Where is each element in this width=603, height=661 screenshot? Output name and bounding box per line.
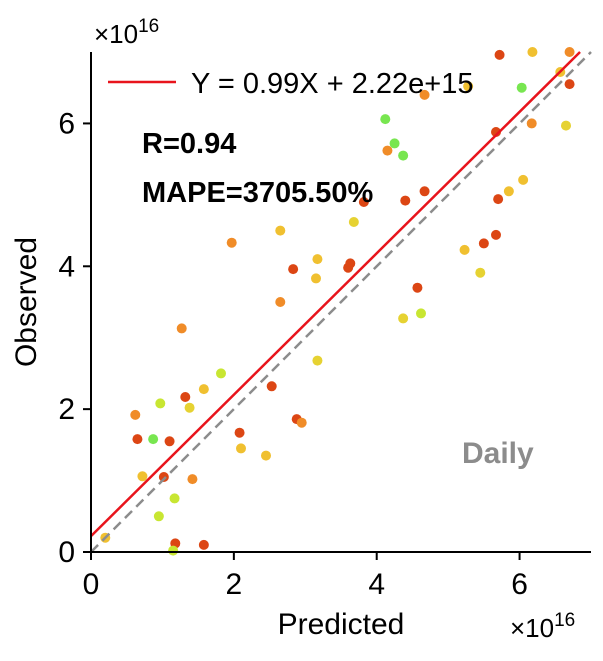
y-tick-label: 6 [58,107,75,140]
mape-annotation: MAPE=3705.50% [142,177,374,209]
fit-line [90,51,581,538]
y-multiplier: ×1016 [94,16,159,49]
scatter-point [132,434,143,445]
scatter-point [312,254,323,265]
scatter-point [198,539,209,550]
scatter-point [398,150,409,161]
scatter-point [475,267,486,278]
y-axis-label: Observed [10,237,43,367]
scatter-point [184,402,195,413]
scatter-point [345,258,356,269]
scatter-point [296,417,307,428]
scatter-point [236,443,246,454]
scatter-point [180,392,191,402]
scatter-point [168,545,179,556]
scatter-point [419,186,430,197]
scatter-point [137,471,148,482]
scatter-point [564,79,575,90]
scatter-point [266,381,277,392]
scatter-point [234,427,245,438]
scatter-point [158,472,169,482]
scatter-point [348,217,359,227]
scatter-point [419,89,430,100]
scatter-point [463,81,474,92]
x-tick-label: 6 [511,568,528,601]
scatter-point [416,308,426,319]
scatter-point [153,511,164,522]
scatter-point [518,174,529,185]
x-multiplier: ×1016 [510,610,575,643]
scatter-point [148,434,159,445]
scatter-point [398,313,409,324]
scatter-point [216,368,226,379]
scatter-point [400,195,411,206]
r-annotation: R=0.94 [142,128,236,160]
scatter-point [311,273,321,284]
y-tick-label: 0 [58,536,75,569]
scatter-point [389,138,400,149]
scatter-point [198,384,209,395]
legend-label: Y = 0.99X + 2.22e+15 [191,68,473,100]
scatter-point [412,282,423,293]
scatter-point [527,47,538,57]
scatter-point [526,118,537,129]
scatter-points [100,47,575,556]
x-tick-label: 2 [226,568,243,601]
scatter-point [275,225,286,236]
scatter-point [275,297,286,307]
scatter-point [358,197,369,207]
scatter-point [312,355,323,366]
scatter-point [187,474,198,485]
scatter-point [494,49,505,60]
scatter-point [491,229,501,240]
scatter-point [516,82,527,93]
x-axis-label: Predicted [278,608,405,641]
scatter-point [503,186,514,197]
scatter-point [261,450,271,461]
scatter-point [155,398,166,409]
x-tick-label: 4 [368,568,385,601]
scatter-point [130,409,141,420]
scatter-point [176,323,187,334]
scatter-point [382,145,393,156]
scatter-point [288,264,299,275]
scatter-point [564,47,575,57]
scatter-point [493,194,504,205]
scatter-point [478,238,489,249]
identity-line [90,51,592,553]
axis-ticks: 0 2 4 6 0 2 4 6 [58,107,528,601]
scatter-point [164,436,175,447]
scatter-point [491,127,501,137]
scatter-point [169,493,180,504]
daily-tag: Daily [462,437,534,470]
y-tick-label: 4 [58,250,75,283]
scatter-point [226,237,237,248]
scatter-point [459,244,470,255]
y-tick-label: 2 [58,393,75,426]
x-tick-label: 0 [83,568,100,601]
scatter-point [561,120,571,131]
scatter-point [380,114,391,125]
